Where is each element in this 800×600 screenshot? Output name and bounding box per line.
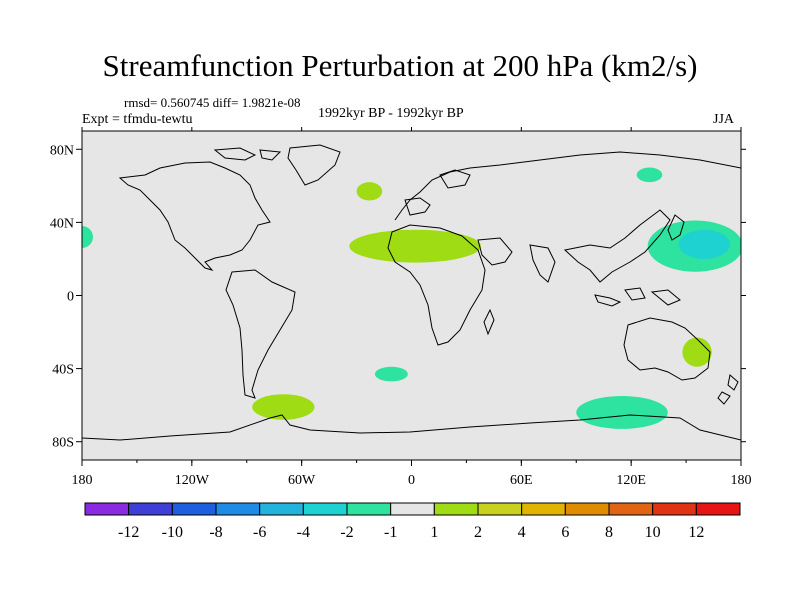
- anomaly-north-atlantic-small: [356, 182, 383, 201]
- anomaly-date-line-north-west: [82, 226, 93, 248]
- x-tick-label: 0: [408, 473, 415, 488]
- colorbar-swatch: [215, 502, 261, 516]
- colorbar-swatch: [346, 502, 392, 516]
- colorbar-label: -1: [384, 524, 397, 541]
- x-tick-label: 180: [731, 473, 752, 488]
- y-tick-label: 40N: [50, 216, 74, 231]
- colorbar-label: 1: [430, 524, 438, 541]
- stats-line: rmsd= 0.560745 diff= 1.9821e-08: [124, 95, 301, 110]
- colorbar-label: -2: [340, 524, 353, 541]
- colorbar-swatch: [477, 502, 523, 516]
- x-tick-label: 60W: [288, 473, 316, 488]
- colorbar-swatch: [84, 502, 130, 516]
- y-tick-label: 0: [67, 290, 74, 305]
- colorbar-swatch: [608, 502, 654, 516]
- y-tick-label: 80S: [52, 436, 74, 451]
- coastlines: [82, 144, 741, 441]
- colorbar-swatch: [564, 502, 610, 516]
- colorbar-swatch: [652, 502, 697, 516]
- colorbar-label: 12: [688, 524, 704, 541]
- anomaly-southern-indian-ocean: [576, 396, 668, 429]
- anomaly-patagonia: [252, 394, 315, 420]
- chart-title: Streamfunction Perturbation at 200 hPa (…: [102, 48, 698, 83]
- anomaly-central-asia: [636, 167, 663, 183]
- anomaly-sahara-band: [349, 229, 482, 263]
- colorbar-label: 10: [645, 524, 661, 541]
- x-tick-label: 120W: [175, 473, 210, 488]
- colorbar-label: -12: [118, 524, 139, 541]
- colorbar-label: 2: [474, 524, 482, 541]
- colorbar-swatch: [128, 502, 173, 516]
- colorbar-label: -10: [162, 524, 183, 541]
- colorbar-swatch: [171, 502, 217, 516]
- colorbar-swatch: [433, 502, 479, 516]
- colorbar-label: -6: [253, 524, 266, 541]
- colorbar-label: 6: [561, 524, 569, 541]
- colorbar-swatch: [695, 502, 741, 516]
- x-tick-label: 120E: [616, 473, 646, 488]
- x-tick-label: 60E: [510, 473, 533, 488]
- y-tick-label: 80N: [50, 143, 74, 158]
- experiment-label: Expt = tfmdu-tewtu: [82, 112, 193, 127]
- colorbar-label: -8: [209, 524, 222, 541]
- season-label: JJA: [713, 112, 735, 127]
- x-tick-label: 180: [72, 473, 93, 488]
- colorbar-swatch: [259, 502, 304, 516]
- y-tick-label: 40S: [52, 363, 74, 378]
- period-label: 1992kyr BP - 1992kyr BP: [318, 106, 464, 121]
- colorbar-swatch: [521, 502, 566, 516]
- anomaly-eastern-australia: [682, 337, 712, 367]
- colorbar-label: -4: [297, 524, 310, 541]
- colorbar-label: 4: [518, 524, 526, 541]
- anomaly-south-atlantic: [374, 366, 408, 382]
- anomaly-west-pacific-core: [678, 229, 731, 259]
- colorbar-swatch: [302, 502, 348, 516]
- colorbar-swatch: [390, 502, 435, 516]
- colorbar-label: 8: [605, 524, 613, 541]
